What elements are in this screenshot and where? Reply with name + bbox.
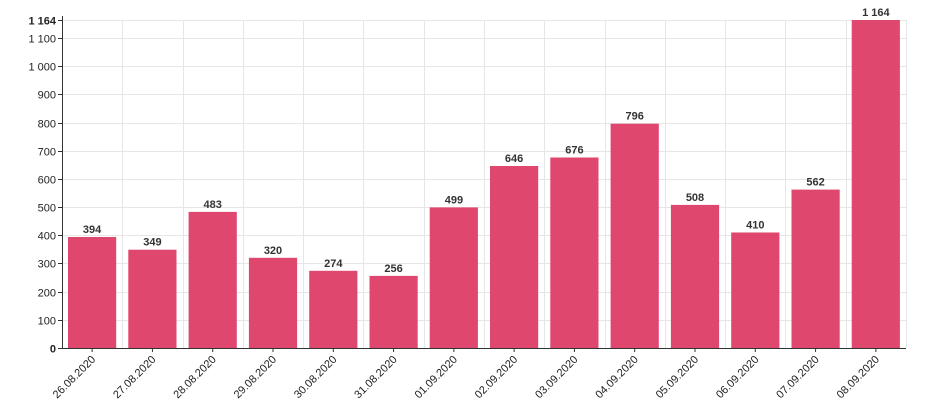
- y-tick-label: 700: [38, 147, 56, 159]
- x-tick-label: 06.09.2020: [714, 354, 761, 401]
- y-tick-label: 0: [50, 344, 56, 356]
- x-tick-label: 08.09.2020: [835, 354, 882, 401]
- bar: [128, 249, 177, 348]
- bar-value-label: 349: [143, 237, 161, 249]
- x-tick-label: 31.08.2020: [352, 354, 399, 401]
- bar-value-label: 676: [565, 145, 583, 157]
- x-tick-label: 27.08.2020: [111, 354, 158, 401]
- bar-value-label: 320: [264, 245, 282, 257]
- bar: [791, 189, 840, 348]
- bars: [68, 20, 900, 348]
- bar: [369, 275, 418, 348]
- bar: [68, 237, 117, 348]
- x-tick-label: 26.08.2020: [51, 354, 98, 401]
- bar-value-label: 410: [746, 220, 764, 232]
- x-tick-label: 30.08.2020: [292, 354, 339, 401]
- bar-value-label: 646: [505, 153, 523, 165]
- x-tick-label: 01.09.2020: [413, 354, 460, 401]
- x-tick-label: 07.09.2020: [774, 354, 821, 401]
- bar: [550, 157, 599, 348]
- y-tick-label: 500: [38, 203, 56, 215]
- x-tick-label: 03.09.2020: [533, 354, 580, 401]
- bar-value-label: 274: [324, 258, 343, 270]
- y-tick-label: 300: [38, 259, 56, 271]
- y-tick-label: 1 000: [28, 62, 56, 74]
- bar: [851, 20, 900, 348]
- bar-value-label: 483: [204, 199, 222, 211]
- x-tick-label: 29.08.2020: [232, 354, 279, 401]
- bar-value-label: 1 164: [862, 7, 890, 19]
- x-tick-label: 02.09.2020: [473, 354, 520, 401]
- y-tick-label: 100: [38, 316, 56, 328]
- y-tick-label: 900: [38, 90, 56, 102]
- bar-value-label: 562: [806, 177, 824, 189]
- y-tick-label: 800: [38, 119, 56, 131]
- bar: [309, 270, 358, 348]
- y-tick-label: 200: [38, 288, 56, 300]
- bar-value-label: 796: [626, 111, 644, 123]
- x-tick-label: 28.08.2020: [171, 354, 218, 401]
- y-max-label: 1 164: [28, 16, 56, 28]
- bar: [188, 211, 237, 348]
- bar: [490, 166, 539, 348]
- bar: [731, 232, 780, 348]
- y-tick-label: 400: [38, 231, 56, 243]
- bar: [670, 204, 720, 348]
- x-axis: 26.08.2020 27.08.2020 28.08.2020 29.08.2020…: [51, 348, 906, 401]
- bar: [248, 257, 298, 348]
- x-tick-label: 05.09.2020: [654, 354, 701, 401]
- bar-value-label: 394: [83, 224, 102, 236]
- y-axis: 0 100 200 300 400 500 600 700 800 900 1 000 1 100 1 …: [28, 16, 63, 356]
- bar-value-label: 499: [445, 194, 463, 206]
- data-labels: 394 349 483 320 274 256 499 646 676 796 508 410 562 1…: [83, 7, 891, 275]
- y-tick-label: 600: [38, 175, 56, 187]
- bar-value-label: 508: [686, 192, 704, 204]
- bar: [429, 207, 478, 348]
- x-tick-label: 04.09.2020: [593, 354, 640, 401]
- y-tick-label: 1 100: [28, 34, 56, 46]
- bar: [610, 123, 659, 348]
- bar-value-label: 256: [384, 263, 402, 275]
